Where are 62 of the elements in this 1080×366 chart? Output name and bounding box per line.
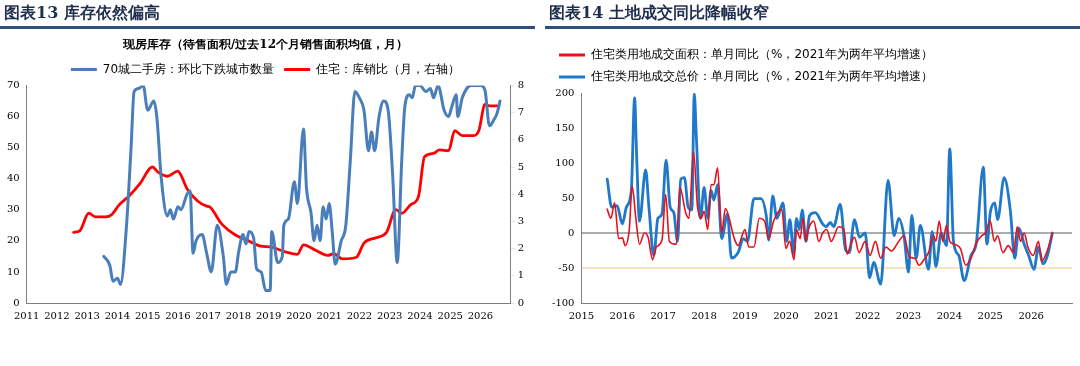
x-tick-label: 2015: [568, 309, 595, 321]
x-tick-label: 2013: [74, 309, 100, 321]
x-tick-label: 2019: [255, 309, 282, 321]
y2-tick-label: 2: [517, 242, 525, 254]
x-tick-label: 2021: [814, 309, 840, 321]
y-tick-label: 100: [555, 156, 575, 168]
x-tick-label: 2024: [407, 309, 433, 321]
y-tick-label: -50: [558, 261, 575, 273]
x-tick-label: 2020: [286, 309, 312, 321]
y-tick-label: 10: [6, 265, 20, 277]
x-tick-label: 2023: [376, 309, 403, 321]
x-tick-label: 2016: [609, 309, 636, 321]
y-tick-label: 50: [6, 141, 20, 153]
y2-tick-label: 7: [517, 106, 525, 118]
y2-tick-label: 6: [517, 133, 525, 145]
x-tick-label: 2016: [165, 309, 191, 321]
x-tick-label: 2023: [895, 309, 922, 321]
x-tick-label: 2017: [650, 309, 676, 321]
legend-label: 住宅类用地成交总价：单月同比（%，2021年为两年平均增速）: [590, 69, 933, 84]
line-series: [605, 93, 1054, 286]
x-tick-label: 2018: [225, 309, 252, 321]
chart-title: 图表13 库存依然偏高: [0, 0, 535, 29]
x-tick-label: 2012: [44, 309, 70, 321]
line-series: [102, 85, 502, 293]
y-tick-label: 150: [555, 121, 575, 133]
x-tick-label: 2021: [316, 309, 342, 321]
x-tick-label: 2020: [773, 309, 799, 321]
x-tick-label: 2022: [854, 309, 881, 321]
y-tick-label: 70: [6, 78, 20, 90]
x-tick-label: 2025: [437, 309, 463, 321]
x-tick-label: 2024: [936, 309, 963, 321]
y2-tick-label: 0: [517, 296, 525, 308]
x-tick-label: 2022: [346, 309, 373, 321]
y2-tick-label: 3: [517, 214, 525, 226]
x-tick-label: 2014: [104, 309, 131, 321]
legend-label: 70城二手房：环比下跌城市数量: [102, 61, 275, 76]
x-tick-label: 2026: [467, 309, 494, 321]
x-tick-label: 2011: [14, 309, 40, 321]
y2-tick-label: 5: [517, 160, 525, 172]
y-tick-label: 50: [561, 191, 575, 203]
y-tick-label: 30: [6, 203, 20, 215]
x-tick-label: 2018: [691, 309, 717, 321]
x-tick-label: 2026: [1018, 309, 1044, 321]
y-tick-label: 0: [568, 226, 575, 238]
y2-tick-label: 8: [517, 78, 525, 90]
y-tick-label: 200: [555, 86, 575, 98]
chart-title: 图表14 土地成交同比降幅收窄: [545, 0, 1080, 29]
line-series: [606, 151, 1054, 266]
y-tick-label: -100: [552, 296, 575, 308]
x-tick-label: 2015: [134, 309, 161, 321]
legend-label: 住宅：库销比（月，右轴）: [315, 61, 461, 76]
y2-tick-label: 4: [517, 187, 525, 199]
y2-tick-label: 1: [517, 269, 525, 281]
y-tick-label: 60: [6, 110, 20, 122]
legend-label: 住宅类用地成交面积：单月同比（%，2021年为两年平均增速）: [590, 47, 933, 62]
y-tick-label: 40: [6, 172, 20, 184]
line-series: [72, 103, 500, 261]
y-tick-label: 0: [13, 296, 20, 308]
x-tick-label: 2017: [195, 309, 221, 321]
x-tick-label: 2025: [977, 309, 1003, 321]
x-tick-label: 2019: [732, 309, 758, 321]
y-tick-label: 20: [6, 234, 20, 246]
